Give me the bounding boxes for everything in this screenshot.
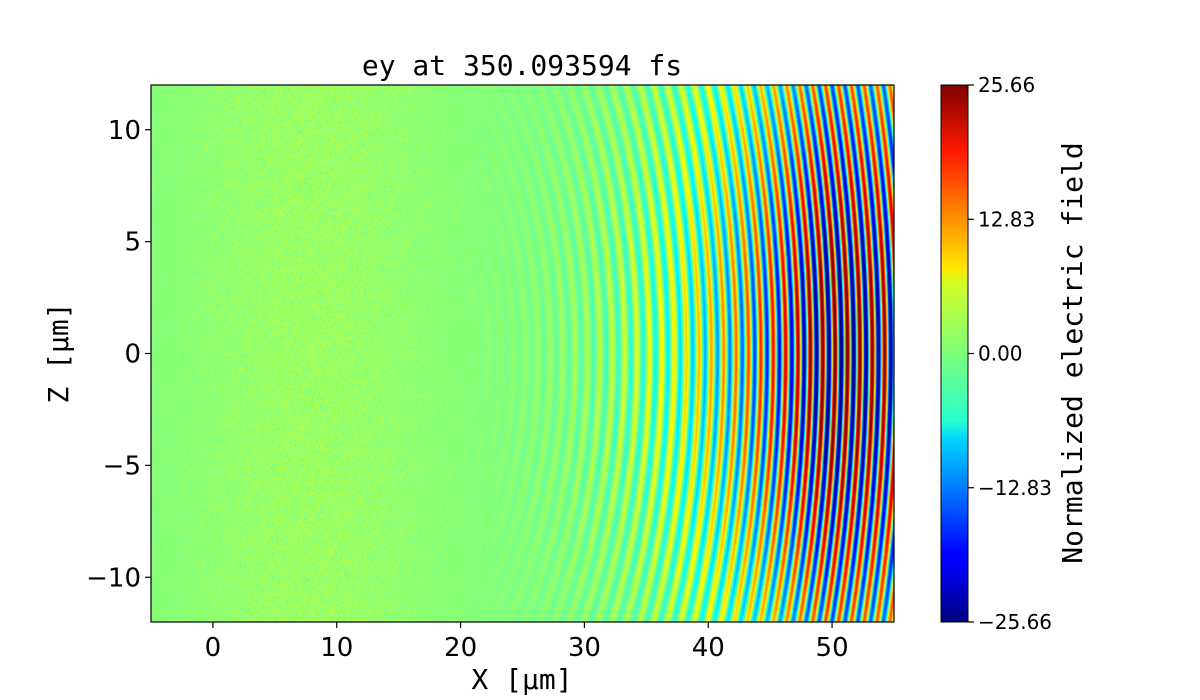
chart-title: ey at 350.093594 fs: [362, 49, 682, 82]
colorbar-tick-label: 12.83: [978, 207, 1035, 231]
colorbar-tick-label: 0.00: [978, 342, 1023, 366]
plot-area: [150, 84, 895, 623]
x-tick-label: 30: [568, 633, 601, 663]
y-tick-label: 5: [124, 228, 141, 258]
y-axis: −10 −5 0 5 10: [86, 116, 151, 593]
x-tick-label: 40: [692, 633, 725, 663]
colorbar-tick-label: −25.66: [978, 610, 1052, 634]
x-tick-label: 10: [320, 633, 353, 663]
x-tick-label: 0: [205, 633, 222, 663]
x-axis-label: X [µm]: [471, 663, 572, 696]
colorbar: −25.66 −12.83 0.00 12.83 25.66 Normalized el…: [940, 73, 1089, 634]
y-tick-label: 0: [124, 340, 141, 370]
colorbar-ticks: −25.66 −12.83 0.00 12.83 25.66: [968, 73, 1052, 634]
y-tick-label: −5: [103, 451, 141, 481]
x-tick-label: 20: [444, 633, 477, 663]
colorbar-tick-label: −12.83: [978, 476, 1052, 500]
y-tick-label: 10: [108, 116, 141, 146]
x-tick-label: 50: [816, 633, 849, 663]
y-tick-label: −10: [86, 563, 141, 593]
y-axis-label: Z [µm]: [42, 302, 75, 403]
x-axis: 0 10 20 30 40 50: [205, 622, 849, 663]
colorbar-tick-label: 25.66: [978, 73, 1035, 97]
colorbar-label: Normalized electric field: [1056, 142, 1089, 563]
heatmap-canvas: [151, 85, 894, 622]
colorbar-gradient: [940, 84, 969, 623]
